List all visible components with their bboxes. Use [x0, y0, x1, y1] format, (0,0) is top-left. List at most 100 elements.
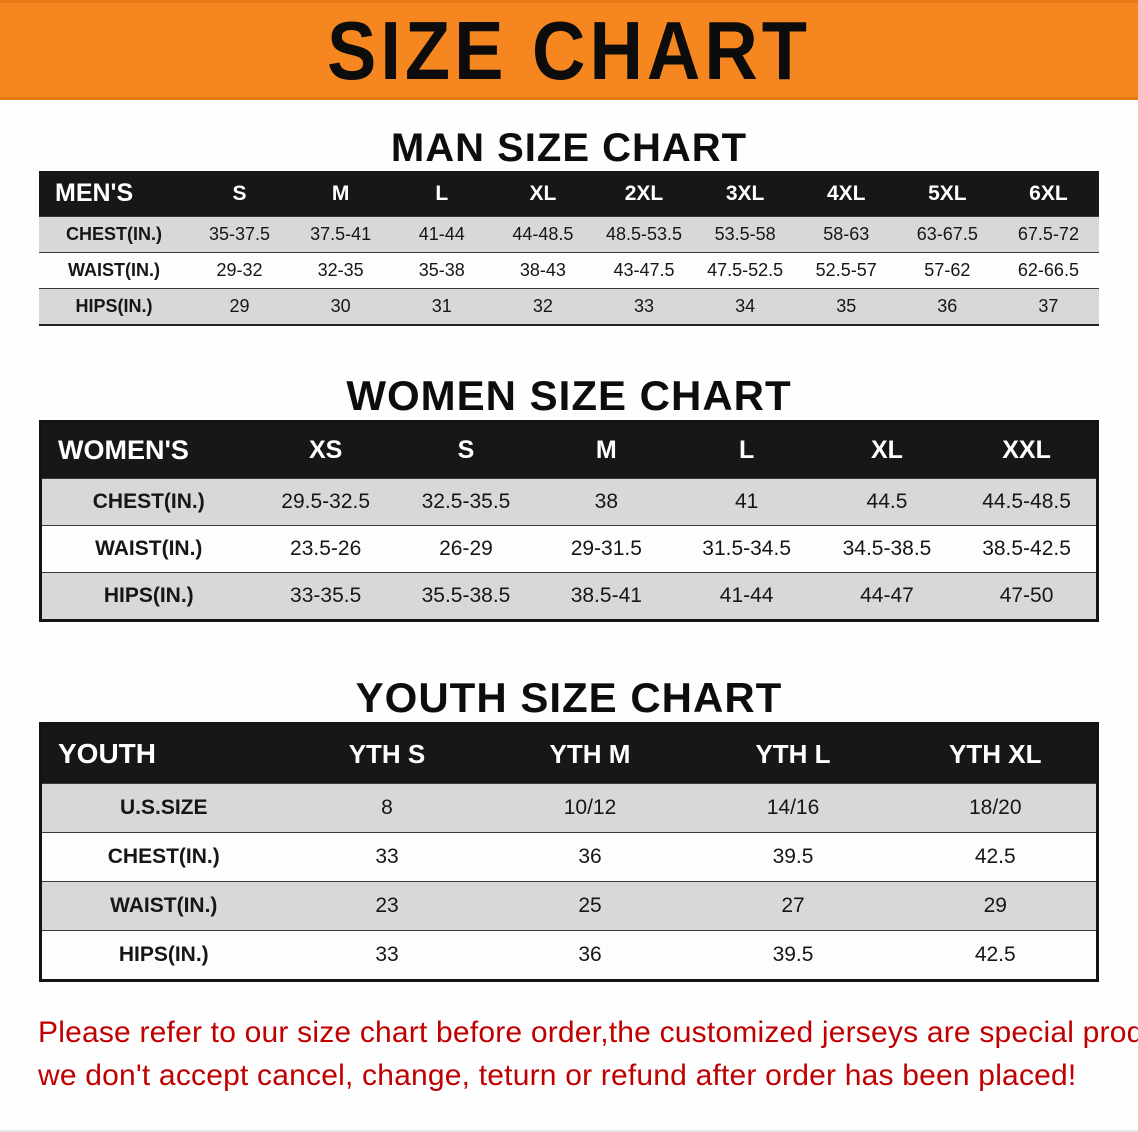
size-value-cell: 31 [391, 288, 493, 326]
table-title-cell: YOUTH [40, 723, 286, 784]
size-value-cell: 62-66.5 [997, 252, 1099, 289]
disclaimer-line-1: Please refer to our size chart before or… [38, 1016, 1138, 1049]
size-value-cell: 29-32 [189, 252, 291, 289]
size-value-cell: 33-35.5 [255, 572, 396, 621]
size-value-cell: 38.5-42.5 [957, 525, 1098, 573]
size-value-cell: 10/12 [488, 783, 692, 833]
women-section-heading: WOMEN SIZE CHART [346, 372, 792, 419]
size-value-cell: 44.5 [816, 478, 958, 526]
size-value-cell: 23 [285, 881, 489, 931]
row-label: WAIST(IN.) [39, 252, 189, 289]
table-header-row: WOMEN'S XS S M L XL XXL [40, 421, 1098, 479]
size-column-header: YTH L [691, 723, 895, 784]
disclaimer-line-2: we don't accept cancel, change, teturn o… [38, 1058, 1077, 1092]
size-value-cell: 42.5 [894, 832, 1098, 882]
size-value-cell: 29 [189, 288, 291, 326]
size-value-cell: 36 [488, 832, 692, 882]
table-header-row: YOUTH YTH S YTH M YTH L YTH XL [40, 723, 1098, 784]
size-column-header: M [290, 171, 392, 217]
size-value-cell: 44-48.5 [492, 216, 594, 253]
size-value-cell: 35 [795, 288, 897, 326]
disclaimer: Please refer to our size chart before or… [0, 1012, 1138, 1097]
size-value-cell: 37 [997, 288, 1099, 326]
size-value-cell: 32 [492, 288, 594, 326]
size-value-cell: 67.5-72 [997, 216, 1099, 253]
table-title-cell: WOMEN'S [40, 421, 256, 479]
table-row: HIPS(IN.) 29 30 31 32 33 34 35 36 37 [39, 288, 1099, 326]
size-value-cell: 44.5-48.5 [957, 478, 1098, 526]
size-value-cell: 18/20 [894, 783, 1098, 833]
youth-section-heading: YOUTH SIZE CHART [355, 674, 783, 721]
size-value-cell: 41-44 [391, 216, 493, 253]
table-header-row: MEN'S S M L XL 2XL 3XL 4XL 5XL 6XL [39, 171, 1099, 217]
size-value-cell: 52.5-57 [795, 252, 897, 289]
size-column-header: 6XL [997, 171, 1099, 217]
size-value-cell: 29 [894, 881, 1098, 931]
size-value-cell: 41 [676, 478, 817, 526]
size-value-cell: 26-29 [395, 525, 537, 573]
table-row: CHEST(IN.) 29.5-32.5 32.5-35.5 38 41 44.5 44.5… [40, 478, 1098, 526]
table-row: CHEST(IN.) 33 36 39.5 42.5 [40, 832, 1098, 882]
size-value-cell: 33 [593, 288, 695, 326]
row-label: CHEST(IN.) [40, 832, 286, 882]
size-column-header: XXL [957, 421, 1098, 479]
size-value-cell: 42.5 [894, 930, 1098, 981]
size-value-cell: 35-37.5 [189, 216, 291, 253]
size-column-header: 4XL [795, 171, 897, 217]
size-value-cell: 39.5 [691, 832, 895, 882]
size-value-cell: 23.5-26 [255, 525, 396, 573]
size-column-header: XS [255, 421, 396, 479]
table-title-cell: MEN'S [39, 171, 189, 217]
size-value-cell: 33 [285, 832, 489, 882]
row-label: WAIST(IN.) [40, 881, 286, 931]
table-row: WAIST(IN.) 23.5-26 26-29 29-31.5 31.5-34.5 34… [40, 525, 1098, 573]
row-label: HIPS(IN.) [39, 288, 189, 326]
size-column-header: S [189, 171, 291, 217]
table-row: HIPS(IN.) 33-35.5 35.5-38.5 38.5-41 41-44 44-… [40, 572, 1098, 621]
size-value-cell: 29-31.5 [536, 525, 677, 573]
size-value-cell: 34.5-38.5 [816, 525, 958, 573]
size-value-cell: 41-44 [676, 572, 817, 621]
size-value-cell: 30 [290, 288, 392, 326]
size-value-cell: 47.5-52.5 [694, 252, 796, 289]
size-value-cell: 63-67.5 [896, 216, 998, 253]
size-value-cell: 33 [285, 930, 489, 981]
men-size-table: MEN'S S M L XL 2XL 3XL 4XL 5XL 6XL CHEST(IN.) 35-37… [39, 171, 1099, 326]
youth-size-table: YOUTH YTH S YTH M YTH L YTH XL U.S.SIZE 8 10/12… [39, 722, 1099, 982]
size-column-header: 3XL [694, 171, 796, 217]
size-value-cell: 32.5-35.5 [395, 478, 537, 526]
size-value-cell: 43-47.5 [593, 252, 695, 289]
women-size-table: WOMEN'S XS S M L XL XXL CHEST(IN.) 29.5-32.5 32.5… [39, 420, 1099, 622]
size-column-header: XL [816, 421, 958, 479]
size-column-header: 5XL [896, 171, 998, 217]
size-value-cell: 29.5-32.5 [255, 478, 396, 526]
table-row: WAIST(IN.) 29-32 32-35 35-38 38-43 43-47.5 47.… [39, 252, 1099, 289]
size-column-header: YTH M [488, 723, 692, 784]
men-section-heading: MAN SIZE CHART [390, 126, 748, 170]
page-title: SIZE CHART [327, 3, 811, 97]
row-label: U.S.SIZE [40, 783, 286, 833]
size-column-header: XL [492, 171, 594, 217]
size-chart-banner: SIZE CHART [0, 0, 1138, 100]
row-label: HIPS(IN.) [40, 930, 286, 981]
row-label: CHEST(IN.) [40, 478, 256, 526]
size-value-cell: 53.5-58 [694, 216, 796, 253]
size-value-cell: 44-47 [816, 572, 958, 621]
size-value-cell: 37.5-41 [290, 216, 392, 253]
size-value-cell: 32-35 [290, 252, 392, 289]
size-value-cell: 58-63 [795, 216, 897, 253]
size-value-cell: 47-50 [957, 572, 1098, 621]
size-value-cell: 38.5-41 [536, 572, 677, 621]
size-column-header: 2XL [593, 171, 695, 217]
row-label: HIPS(IN.) [40, 572, 256, 621]
size-value-cell: 48.5-53.5 [593, 216, 695, 253]
size-value-cell: 38 [536, 478, 677, 526]
size-value-cell: 35.5-38.5 [395, 572, 537, 621]
size-value-cell: 14/16 [691, 783, 895, 833]
size-value-cell: 57-62 [896, 252, 998, 289]
size-value-cell: 39.5 [691, 930, 895, 981]
table-row: U.S.SIZE 8 10/12 14/16 18/20 [40, 783, 1098, 833]
table-row: HIPS(IN.) 33 36 39.5 42.5 [40, 930, 1098, 981]
size-value-cell: 36 [896, 288, 998, 326]
size-column-header: M [536, 421, 677, 479]
